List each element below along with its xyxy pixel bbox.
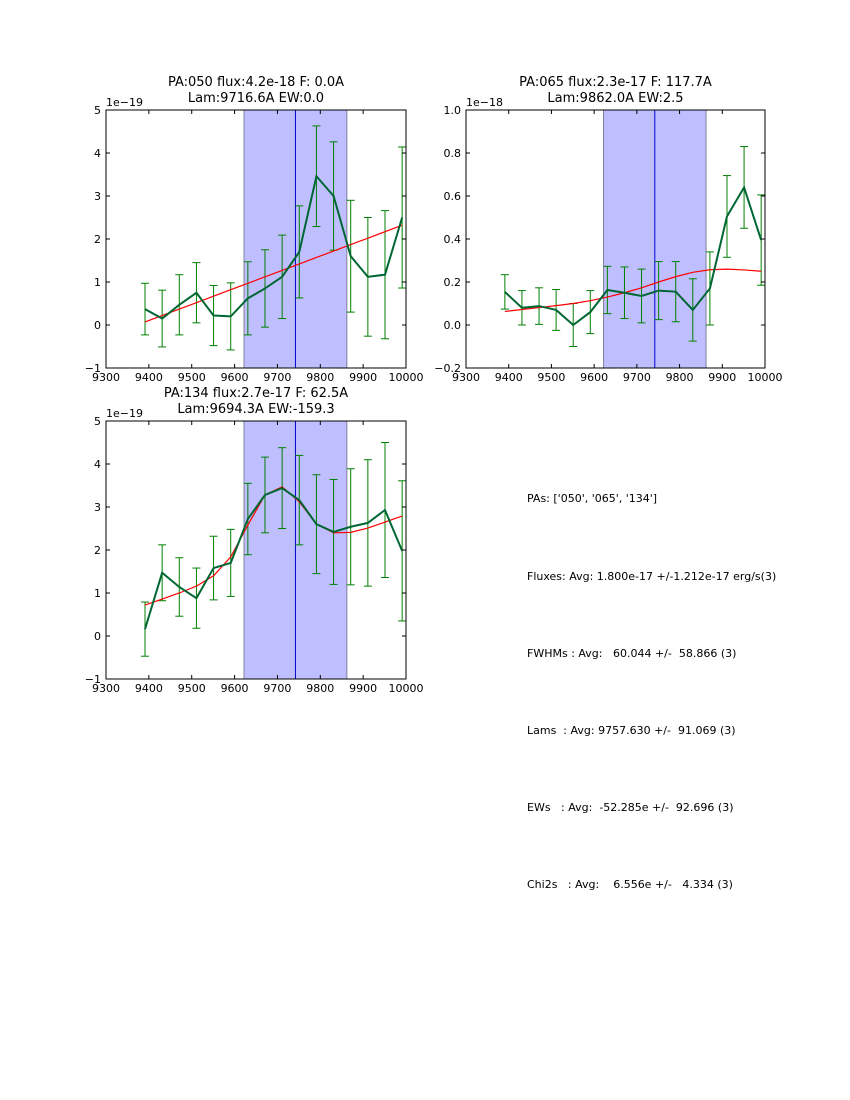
x-tick-label: 9600 — [221, 371, 249, 384]
y-tick-label: −1 — [85, 673, 101, 686]
subplot-title-line: Lam:9862.0A EW:2.5 — [547, 91, 683, 106]
x-tick-label: 9400 — [135, 371, 163, 384]
x-tick-label: 9300 — [92, 682, 120, 695]
fit-line — [504, 268, 762, 313]
summary-fluxes: Fluxes: Avg: 1.800e-17 +/-1.212e-17 erg/… — [527, 569, 777, 583]
x-tick-label: 9400 — [135, 682, 163, 695]
plot-area — [141, 442, 406, 657]
y-tick-label: −1 — [85, 362, 101, 375]
x-tick-label: 9700 — [263, 371, 291, 384]
y-tick-label: 2 — [94, 544, 101, 557]
subplot-title-line: Lam:9716.6A EW:0.0 — [188, 91, 324, 106]
x-tick-label: 10000 — [389, 682, 424, 695]
x-tick-label: 10000 — [389, 371, 424, 384]
y-tick-label: 0.4 — [444, 233, 462, 246]
errorbar — [757, 194, 765, 286]
x-tick-label: 9500 — [178, 371, 206, 384]
y-tick-label: 1 — [94, 276, 101, 289]
data-line — [144, 174, 404, 320]
x-tick-label: 10000 — [748, 371, 783, 384]
y-tick-label: 3 — [94, 501, 101, 514]
subplot-2: 9300 9400 9500 9600 9700 9800 9900 10000 −0.2 0.0… — [434, 75, 782, 384]
x-tick-label: 9800 — [666, 371, 694, 384]
y-offset-label: 1e−19 — [106, 407, 143, 420]
y-tick-label: 5 — [94, 415, 101, 428]
subplot-1: 9300 9400 9500 9600 9700 9800 9900 10000 −1 0 1 2 3 4… — [85, 75, 424, 384]
x-tick-label: 9300 — [452, 371, 480, 384]
x-tick-label: 9900 — [349, 682, 377, 695]
summary-stats: PAs: ['050', '065', '134'] Fluxes: Avg: … — [527, 435, 776, 923]
subplot-3: 9300 9400 9500 9600 9700 9800 9900 10000 −1 0 1 2 3 4… — [85, 386, 424, 695]
summary-chi2s: Chi2s : Avg: 6.556e +/- 4.334 (3) — [527, 877, 733, 891]
y-tick-label: 0.6 — [444, 190, 462, 203]
fit-line — [144, 224, 403, 323]
data-line — [144, 486, 404, 630]
summary-pas: PAs: ['050', '065', '134'] — [527, 492, 658, 506]
y-tick-label: 0.2 — [444, 276, 462, 289]
x-tick-label: 9300 — [92, 371, 120, 384]
subplot-title-line: Lam:9694.3A EW:-159.3 — [177, 402, 334, 417]
subplot-title-line: PA:134 flux:2.7e-17 F: 62.5A — [164, 386, 348, 401]
data-line — [504, 184, 763, 327]
y-tick-label: 1.0 — [444, 104, 462, 117]
y-offset-label: 1e−18 — [466, 96, 503, 109]
summary-lams: Lams : Avg: 9757.630 +/- 91.069 (3) — [527, 723, 736, 737]
x-tick-label: 9800 — [306, 371, 334, 384]
x-tick-label: 9500 — [178, 682, 206, 695]
y-tick-label: 0 — [94, 630, 101, 643]
x-tick-label: 9700 — [623, 371, 651, 384]
y-tick-label: −0.2 — [434, 362, 461, 375]
plot-area — [141, 125, 406, 351]
x-tick-label: 9600 — [221, 682, 249, 695]
x-tick-label: 9700 — [263, 682, 291, 695]
summary-fwhms: FWHMs : Avg: 60.044 +/- 58.866 (3) — [527, 646, 737, 660]
x-tick-label: 9800 — [306, 682, 334, 695]
y-offset-label: 1e−19 — [106, 96, 143, 109]
x-tick-label: 9400 — [495, 371, 523, 384]
y-tick-label: 0.8 — [444, 147, 462, 160]
x-tick-label: 9900 — [349, 371, 377, 384]
y-tick-label: 4 — [94, 458, 101, 471]
x-tick-label: 9500 — [537, 371, 565, 384]
y-tick-label: 5 — [94, 104, 101, 117]
y-tick-label: 1 — [94, 587, 101, 600]
x-tick-label: 9600 — [580, 371, 608, 384]
summary-ews: EWs : Avg: -52.285e +/- 92.696 (3) — [527, 800, 734, 814]
x-tick-label: 9900 — [708, 371, 736, 384]
subplot-title-line: PA:050 flux:4.2e-18 F: 0.0A — [168, 75, 344, 90]
y-tick-label: 3 — [94, 190, 101, 203]
y-tick-label: 2 — [94, 233, 101, 246]
y-tick-label: 4 — [94, 147, 101, 160]
y-tick-label: 0.0 — [444, 319, 462, 332]
plot-area — [500, 146, 765, 347]
y-tick-label: 0 — [94, 319, 101, 332]
subplot-title-line: PA:065 flux:2.3e-17 F: 117.7A — [519, 75, 712, 90]
